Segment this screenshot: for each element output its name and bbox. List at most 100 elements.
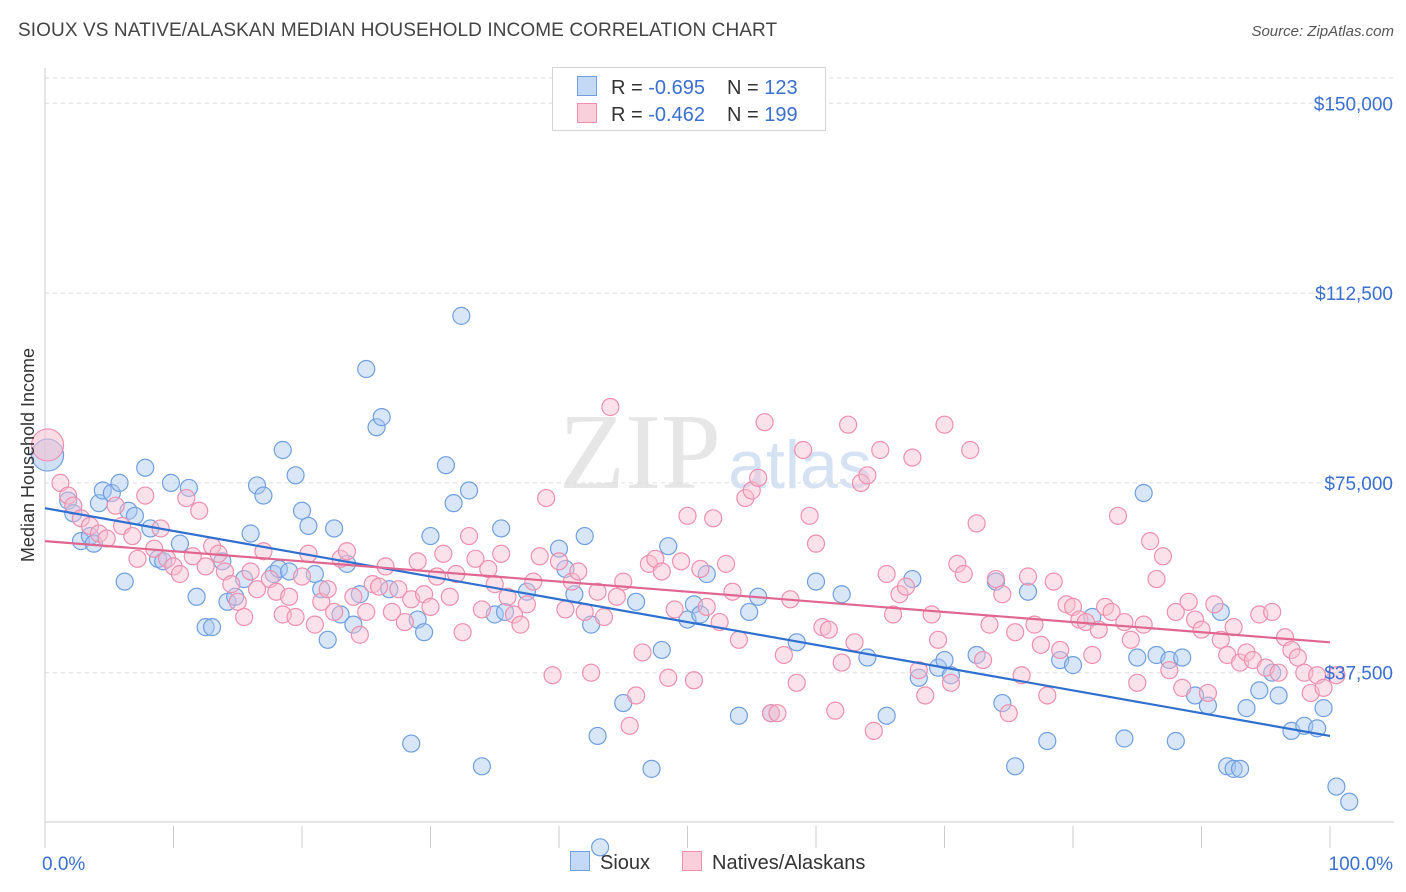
sioux-point-121 bbox=[1314, 699, 1333, 718]
sioux-point-32 bbox=[273, 440, 292, 460]
natives-point-52 bbox=[395, 612, 414, 632]
legend-row-natives: R = -0.462 N = 199 bbox=[577, 103, 798, 129]
natives-point-128 bbox=[883, 605, 903, 624]
natives-point-104 bbox=[729, 630, 749, 649]
x-tick-label-start: 0.0% bbox=[42, 854, 85, 875]
sioux-trend-line bbox=[44, 507, 1331, 738]
natives-point-88 bbox=[626, 686, 646, 705]
sioux-n-value: 123 bbox=[764, 77, 798, 99]
sioux-point-29 bbox=[254, 486, 273, 505]
sioux-point-87 bbox=[903, 569, 922, 589]
natives-swatch bbox=[577, 103, 597, 123]
sioux-point-13 bbox=[136, 458, 155, 477]
natives-point-2 bbox=[59, 486, 78, 505]
natives-point-54 bbox=[408, 552, 427, 571]
natives-point-76 bbox=[549, 552, 569, 571]
natives-point-18 bbox=[177, 488, 196, 508]
natives-point-113 bbox=[787, 673, 806, 692]
sioux-point-114 bbox=[1237, 699, 1256, 718]
natives-point-120 bbox=[832, 653, 851, 672]
natives-point-149 bbox=[1018, 567, 1038, 586]
natives-point-151 bbox=[1031, 635, 1050, 654]
sioux-point-72 bbox=[652, 640, 671, 660]
sioux-point-99 bbox=[1063, 656, 1083, 675]
natives-point-176 bbox=[1192, 620, 1211, 639]
natives-point-81 bbox=[582, 663, 601, 682]
natives-point-8 bbox=[106, 496, 125, 515]
natives-point-58 bbox=[434, 544, 453, 563]
natives-point-165 bbox=[1121, 630, 1140, 649]
natives-point-61 bbox=[453, 623, 472, 642]
natives-point-140 bbox=[961, 440, 980, 460]
sioux-r-value: -0.695 bbox=[648, 77, 705, 99]
sioux-point-43 bbox=[344, 615, 363, 634]
natives-point-17 bbox=[170, 564, 190, 584]
natives-point-190 bbox=[1282, 640, 1301, 660]
natives-point-65 bbox=[479, 559, 498, 579]
natives-point-79 bbox=[569, 562, 588, 581]
natives-point-25 bbox=[222, 575, 241, 594]
natives-point-89 bbox=[633, 643, 652, 662]
x-tick-label-end: 100.0% bbox=[1329, 854, 1394, 875]
sioux-point-36 bbox=[299, 516, 318, 536]
natives-point-99 bbox=[697, 597, 716, 616]
legend-item-sioux: Sioux bbox=[570, 851, 650, 875]
sioux-point-76 bbox=[691, 605, 710, 624]
natives-point-133 bbox=[916, 686, 935, 705]
sioux-point-56 bbox=[459, 481, 479, 500]
natives-point-173 bbox=[1173, 678, 1192, 697]
natives-point-48 bbox=[370, 577, 389, 596]
natives-point-102 bbox=[716, 554, 736, 573]
natives-point-135 bbox=[928, 630, 948, 649]
natives-point-145 bbox=[993, 585, 1012, 604]
natives-point-172 bbox=[1166, 602, 1185, 622]
natives-point-51 bbox=[389, 580, 408, 599]
natives-point-162 bbox=[1102, 602, 1121, 622]
natives-point-64 bbox=[472, 600, 491, 619]
natives-point-16 bbox=[164, 557, 183, 576]
y-tick-label-1: $75,000 bbox=[1324, 474, 1393, 495]
natives-point-82 bbox=[588, 582, 607, 601]
natives-point-59 bbox=[440, 587, 459, 606]
sioux-point-57 bbox=[472, 757, 491, 776]
natives-point-166 bbox=[1128, 673, 1147, 692]
natives-point-142 bbox=[973, 650, 993, 670]
natives-point-119 bbox=[826, 701, 845, 720]
natives-point-40 bbox=[318, 580, 337, 599]
natives-point-195 bbox=[1314, 678, 1333, 697]
sioux-point-88 bbox=[909, 668, 928, 687]
natives-point-67 bbox=[492, 544, 511, 563]
sioux-point-97 bbox=[1038, 731, 1057, 751]
sioux-point-10 bbox=[115, 572, 134, 591]
natives-point-114 bbox=[794, 440, 813, 460]
sioux-point-21 bbox=[196, 618, 215, 637]
natives-point-11 bbox=[128, 549, 147, 568]
natives-point-183 bbox=[1237, 643, 1256, 662]
natives-point-93 bbox=[659, 668, 678, 687]
sioux-point-107 bbox=[1173, 648, 1192, 667]
natives-point-153 bbox=[1044, 572, 1063, 591]
natives-point-175 bbox=[1185, 610, 1205, 629]
sioux-point-101 bbox=[1115, 729, 1134, 748]
natives-point-72 bbox=[524, 572, 543, 591]
natives-point-41 bbox=[325, 602, 344, 622]
sioux-point-113 bbox=[1230, 759, 1250, 778]
natives-point-154 bbox=[1051, 640, 1070, 660]
natives-point-126 bbox=[871, 440, 890, 460]
natives-point-105 bbox=[736, 488, 755, 508]
legend-row-sioux: R = -0.695 N = 123 bbox=[577, 76, 798, 102]
sioux-point-28 bbox=[247, 476, 267, 495]
natives-point-122 bbox=[845, 633, 864, 652]
natives-point-132 bbox=[909, 661, 928, 680]
natives-point-141 bbox=[967, 514, 986, 533]
natives-point-95 bbox=[671, 552, 691, 571]
natives-point-103 bbox=[723, 582, 742, 601]
natives-point-163 bbox=[1108, 506, 1128, 525]
sioux-point-22 bbox=[202, 618, 222, 637]
natives-point-191 bbox=[1288, 648, 1307, 667]
natives-point-134 bbox=[922, 605, 941, 624]
sioux-legend-swatch bbox=[570, 851, 590, 871]
natives-point-109 bbox=[761, 704, 781, 723]
sioux-legend-label: Sioux bbox=[600, 852, 651, 874]
